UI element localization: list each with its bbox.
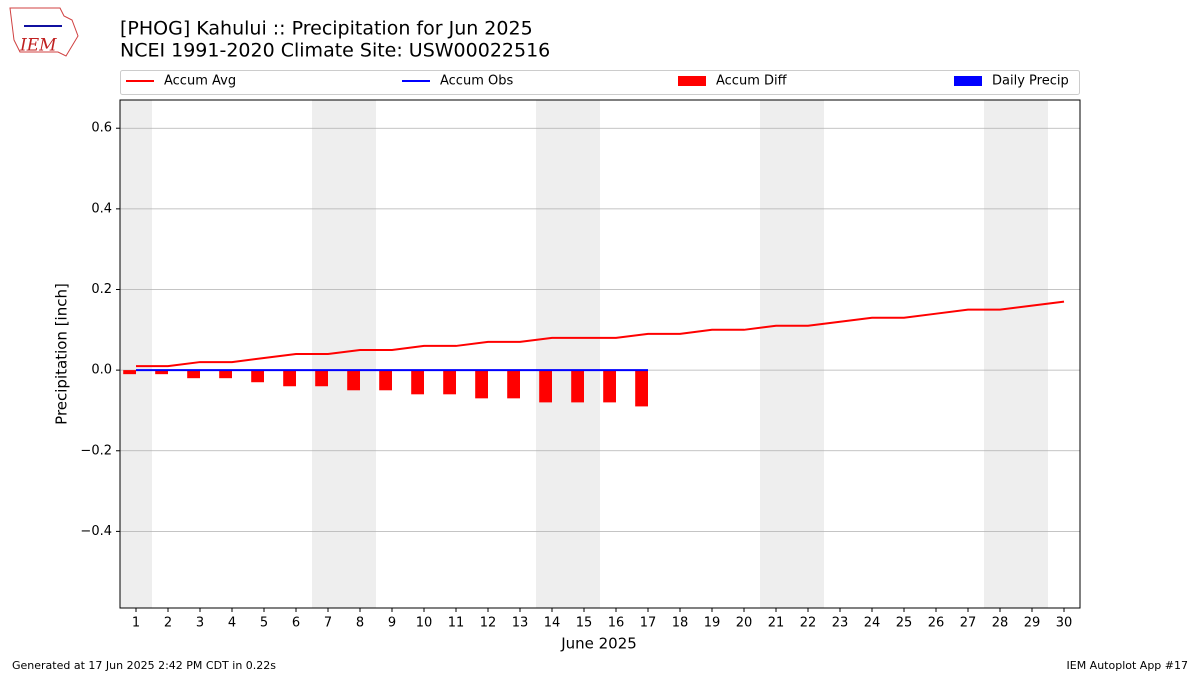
x-tick-label: 28	[992, 616, 1009, 631]
x-tick-label: 11	[448, 616, 465, 631]
legend-swatch	[678, 76, 706, 86]
bar	[123, 370, 136, 375]
bar	[155, 370, 168, 375]
bar	[347, 370, 360, 391]
bar	[635, 370, 648, 407]
x-tick-label: 26	[928, 616, 945, 631]
x-tick-label: 22	[800, 616, 817, 631]
bar	[443, 370, 456, 395]
y-tick-label: −0.4	[80, 524, 112, 539]
x-tick-label: 18	[672, 616, 689, 631]
weekend-shade	[120, 100, 152, 608]
x-tick-label: 1	[132, 616, 140, 631]
weekend-shade	[760, 100, 824, 608]
legend-label: Accum Diff	[716, 74, 788, 89]
bar	[315, 370, 328, 387]
y-tick-label: 0.6	[91, 121, 112, 136]
x-tick-label: 9	[388, 616, 396, 631]
x-tick-label: 2	[164, 616, 172, 631]
bar	[475, 370, 488, 399]
logo: IEM	[9, 7, 79, 57]
plot-frame	[119, 99, 1081, 609]
bar	[507, 370, 520, 399]
bar	[283, 370, 296, 387]
bar	[379, 370, 392, 391]
footer-right: IEM Autoplot App #17	[1067, 659, 1189, 672]
x-tick-label: 5	[260, 616, 268, 631]
y-tick-label: −0.2	[80, 443, 112, 458]
y-axis-label: Precipitation [inch]	[53, 283, 71, 425]
logo-text: IEM	[19, 36, 57, 56]
footer-left: Generated at 17 Jun 2025 2:42 PM CDT in …	[12, 659, 276, 672]
x-tick-label: 16	[608, 616, 625, 631]
x-axis-label: June 2025	[560, 635, 637, 653]
x-tick-label: 10	[416, 616, 433, 631]
weekend-shade	[984, 100, 1048, 608]
legend-label: Accum Avg	[164, 74, 236, 89]
x-tick-label: 12	[480, 616, 497, 631]
legend-swatch	[954, 76, 982, 86]
chart-title: [PHOG] Kahului :: Precipitation for Jun …	[120, 18, 533, 40]
x-tick-label: 13	[512, 616, 529, 631]
x-tick-label: 30	[1056, 616, 1073, 631]
x-tick-label: 3	[196, 616, 204, 631]
legend-box	[120, 70, 1080, 95]
bar	[411, 370, 424, 395]
x-tick-label: 25	[896, 616, 913, 631]
x-tick-label: 23	[832, 616, 849, 631]
x-tick-label: 17	[640, 616, 657, 631]
series-line	[136, 300, 1065, 368]
x-tick-label: 6	[292, 616, 300, 631]
y-tick-label: 0.4	[91, 201, 112, 216]
x-tick-label: 15	[576, 616, 593, 631]
x-tick-label: 24	[864, 616, 881, 631]
x-tick-label: 4	[228, 616, 236, 631]
bar	[251, 370, 264, 383]
weekend-shade	[536, 100, 600, 608]
x-tick-label: 29	[1024, 616, 1041, 631]
legend-label: Daily Precip	[992, 74, 1069, 89]
x-tick-label: 27	[960, 616, 977, 631]
bar	[539, 370, 552, 403]
chart-subtitle: NCEI 1991-2020 Climate Site: USW00022516	[120, 40, 550, 62]
x-tick-label: 21	[768, 616, 785, 631]
legend-label: Accum Obs	[440, 74, 513, 89]
x-tick-label: 14	[544, 616, 561, 631]
y-tick-label: 0.2	[91, 282, 112, 297]
x-tick-label: 19	[704, 616, 721, 631]
bar	[571, 370, 584, 403]
y-tick-label: 0.0	[91, 363, 112, 378]
x-tick-label: 20	[736, 616, 753, 631]
x-tick-label: 7	[324, 616, 332, 631]
logo-outline	[9, 7, 79, 57]
bar	[603, 370, 616, 403]
x-tick-label: 8	[356, 616, 364, 631]
bar	[187, 370, 200, 379]
bar	[219, 370, 232, 379]
